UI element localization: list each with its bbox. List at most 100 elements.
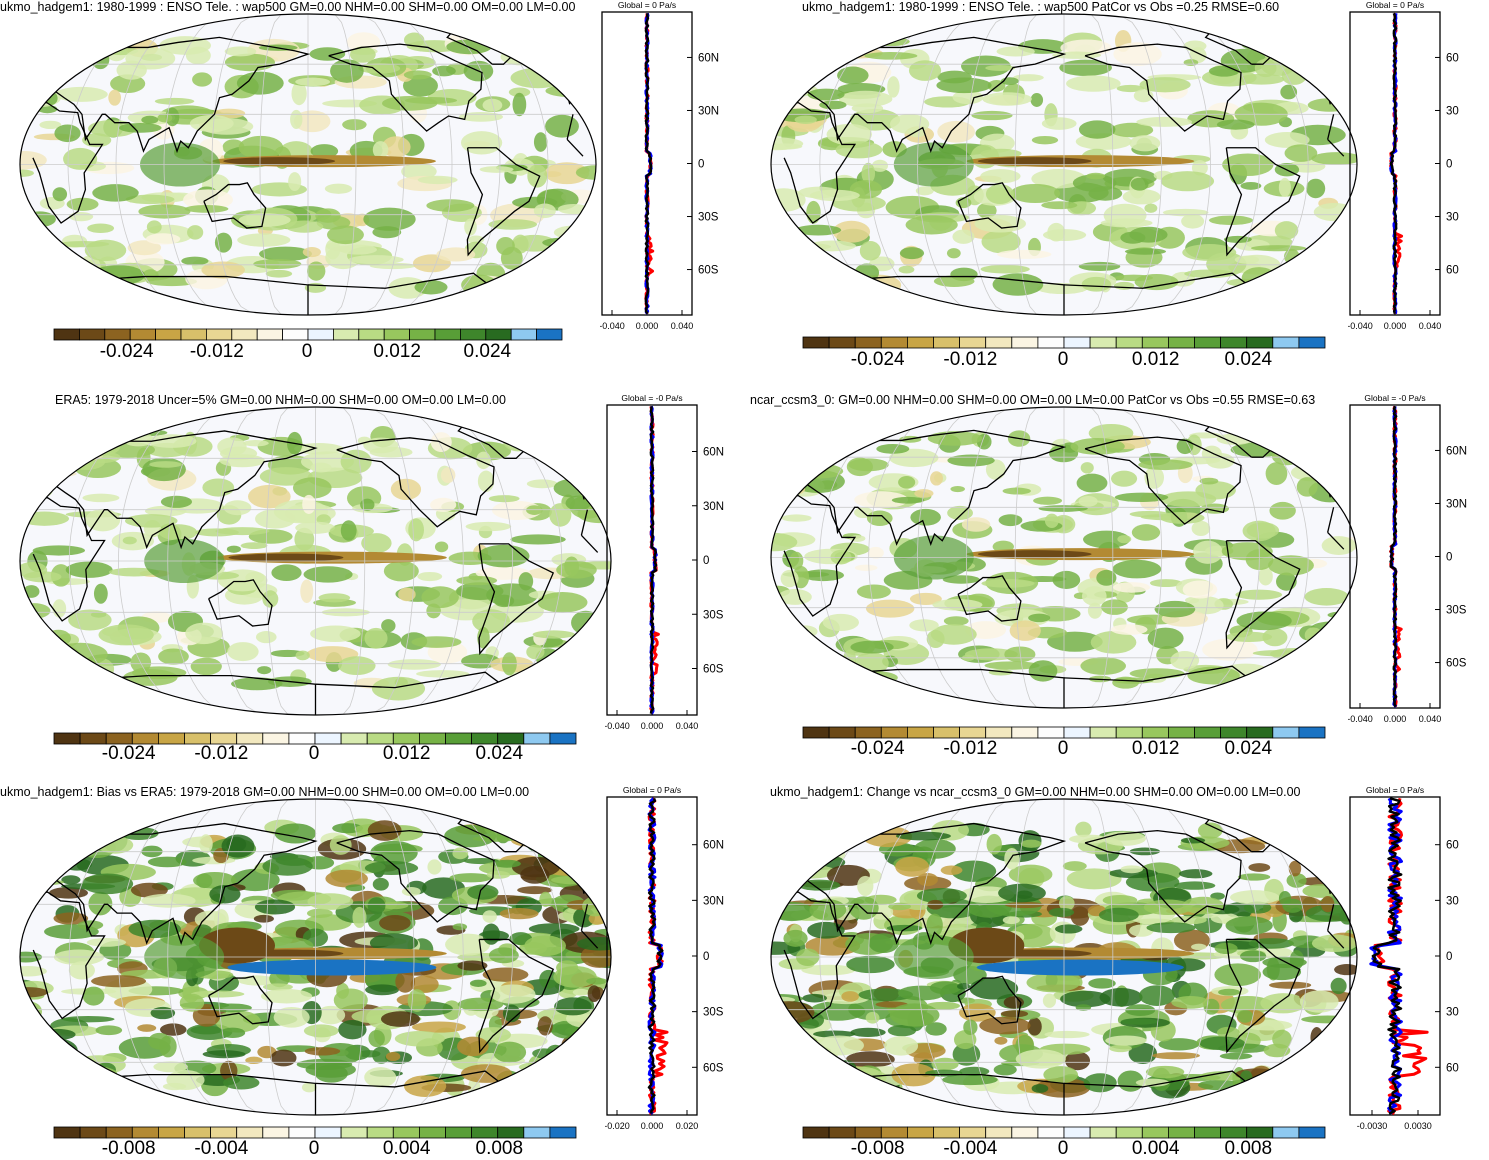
colorbar-tick-label: 0.012 <box>373 341 421 362</box>
lat-tick-label: 0 <box>1446 951 1452 963</box>
panel-title: ncar_ccsm3_0: GM=0.00 NHM=0.00 SHM=0.00 … <box>750 393 1316 407</box>
colorbar-tick-label: 0 <box>301 341 313 362</box>
lat-tick-label: 60N <box>1446 445 1467 457</box>
colorbar-tick-label: -0.012 <box>943 349 998 370</box>
lat-tick-label: 60S <box>1446 658 1467 670</box>
lat-tick-label: 60S <box>698 265 719 277</box>
colorbar-tick-label: 0.024 <box>463 341 512 362</box>
colorbar-tick-label: 0.024 <box>1224 738 1273 759</box>
lat-tick-label: 30 <box>1446 1007 1459 1019</box>
lat-tick-label: 30 <box>1446 212 1459 224</box>
map-mid-left <box>19 406 612 716</box>
map-bot-right <box>770 798 1358 1116</box>
lat-tick-label: 0 <box>698 159 704 171</box>
lat-tick-label: 30S <box>1446 605 1467 617</box>
lat-tick-label: 30S <box>698 212 719 224</box>
profile-header: Global = 0 Pa/s <box>618 0 676 10</box>
profile-x-tick-label: 0.040 <box>676 721 699 731</box>
colorbar <box>53 1126 577 1139</box>
profile-header: Global = -0 Pa/s <box>1364 393 1425 403</box>
colorbar <box>53 732 577 745</box>
profile-x-tick-label: 0.000 <box>636 321 659 331</box>
colorbar-tick-label: 0.012 <box>1131 349 1180 370</box>
colorbar-tick-label: 0.004 <box>382 1138 431 1159</box>
panel-title: ukmo_hadgem1: Change vs ncar_ccsm3_0 GM=… <box>770 785 1301 799</box>
colorbar-tick-label: 0.008 <box>1224 1138 1273 1159</box>
lat-tick-label: 0 <box>1446 552 1452 564</box>
lat-tick-label: 60 <box>1446 52 1459 64</box>
panel-title: ukmo_hadgem1: 1980-1999 : ENSO Tele. : w… <box>0 0 576 14</box>
colorbar-tick-label: 0 <box>1057 738 1069 759</box>
map-bot-left <box>19 798 612 1116</box>
colorbar-tick-label: -0.024 <box>99 341 154 362</box>
lat-tick-label: 60 <box>1446 1062 1459 1074</box>
profile-x-tick-label: -0.0030 <box>1357 1121 1388 1131</box>
profile-x-tick-label: -0.040 <box>1348 321 1373 331</box>
colorbar-tick-label: 0.024 <box>475 743 524 764</box>
colorbar-tick-label: -0.004 <box>943 1138 998 1159</box>
colorbar-tick-label: -0.024 <box>101 743 156 764</box>
profile-x-tick-label: 0.020 <box>676 1121 699 1131</box>
profile-x-tick-label: -0.040 <box>605 721 630 731</box>
zonal-profile-top-left: Global = 0 Pa/s 60N 30N 0 30S 60S -0.040 0.000 0… <box>600 0 719 331</box>
panel-title: ukmo_hadgem1: 1980-1999 : ENSO Tele. : w… <box>802 0 1280 14</box>
lat-tick-label: 30S <box>703 1007 724 1019</box>
profile-x-tick-label: 0.000 <box>641 1121 664 1131</box>
zonal-profile-top-right: Global = 0 Pa/s 60 30 0 30 60 -0.040 0.000 0.040 <box>1348 0 1459 331</box>
colorbar <box>802 1126 1326 1139</box>
lat-tick-label: 60N <box>703 840 724 852</box>
profile-header: Global = 0 Pa/s <box>623 785 681 795</box>
colorbar-tick-label: 0.024 <box>1224 349 1273 370</box>
profile-x-tick-label: 0.0030 <box>1404 1121 1432 1131</box>
lat-tick-label: 30N <box>698 105 719 117</box>
colorbar <box>53 328 563 341</box>
profile-x-tick-label: -0.040 <box>600 321 625 331</box>
zonal-profile-mid-right: Global = -0 Pa/s 60N 30N 0 30S 60S -0.040 0.000… <box>1348 393 1467 724</box>
colorbar-tick-label: 0 <box>1057 1138 1069 1159</box>
colorbar-tick-label: -0.004 <box>194 1138 249 1159</box>
colorbar-tick-label: -0.012 <box>943 738 998 759</box>
colorbar-tick-label: -0.012 <box>189 341 244 362</box>
profile-x-tick-label: 0.000 <box>641 721 664 731</box>
colorbar-tick-label: 0.012 <box>382 743 431 764</box>
colorbar-tick-label: 0.004 <box>1131 1138 1180 1159</box>
lat-tick-label: 30S <box>703 609 724 621</box>
lat-tick-label: 0 <box>1446 159 1452 171</box>
profile-header: Global = 0 Pa/s <box>1366 785 1424 795</box>
colorbar-tick-label: -0.008 <box>850 1138 905 1159</box>
zonal-profile-bot-left: Global = 0 Pa/s 60N 30N 0 30S 60S -0.020 0.000 0… <box>605 785 724 1131</box>
colorbar-tick-label: -0.024 <box>850 349 905 370</box>
colorbar <box>802 336 1326 349</box>
colorbar-tick-label: 0.008 <box>475 1138 524 1159</box>
profile-x-tick-label: 0.040 <box>671 321 694 331</box>
profile-x-tick-label: -0.040 <box>1348 714 1373 724</box>
map-top-left <box>19 13 597 316</box>
colorbar-tick-label: -0.024 <box>850 738 905 759</box>
colorbar-tick-label: -0.012 <box>194 743 249 764</box>
lat-tick-label: 60N <box>698 52 719 64</box>
lat-tick-label: 60N <box>703 447 724 459</box>
lat-tick-label: 30N <box>703 895 724 907</box>
panel-title: ERA5: 1979-2018 Uncer=5% GM=0.00 NHM=0.0… <box>55 393 506 407</box>
map-mid-right <box>770 406 1358 709</box>
lat-tick-label: 30N <box>703 501 724 513</box>
colorbar-tick-label: 0 <box>1057 349 1069 370</box>
lat-tick-label: 60S <box>703 664 724 676</box>
profile-x-tick-label: 0.000 <box>1384 714 1407 724</box>
panel-title: ukmo_hadgem1: Bias vs ERA5: 1979-2018 GM… <box>0 785 530 799</box>
zonal-profile-mid-left: Global = -0 Pa/s 60N 30N 0 30S 60S -0.040 0.000… <box>605 393 724 731</box>
zonal-profile-bot-right: Global = 0 Pa/s 60 30 0 30 60 -0.0030 0.0030 <box>1349 785 1459 1131</box>
profile-header: Global = 0 Pa/s <box>1366 0 1424 10</box>
lat-tick-label: 30 <box>1446 105 1459 117</box>
map-top-right <box>770 13 1358 316</box>
profile-x-tick-label: -0.020 <box>605 1121 630 1131</box>
profile-x-tick-label: 0.040 <box>1419 321 1442 331</box>
lat-tick-label: 30 <box>1446 895 1459 907</box>
colorbar-tick-label: 0 <box>308 1138 320 1159</box>
colorbar-tick-label: 0.012 <box>1131 738 1180 759</box>
colorbar-tick-label: -0.008 <box>101 1138 156 1159</box>
lat-tick-label: 30N <box>1446 498 1467 510</box>
lat-tick-label: 60S <box>703 1062 724 1074</box>
lat-tick-label: 0 <box>703 555 709 567</box>
profile-x-tick-label: 0.000 <box>1384 321 1407 331</box>
